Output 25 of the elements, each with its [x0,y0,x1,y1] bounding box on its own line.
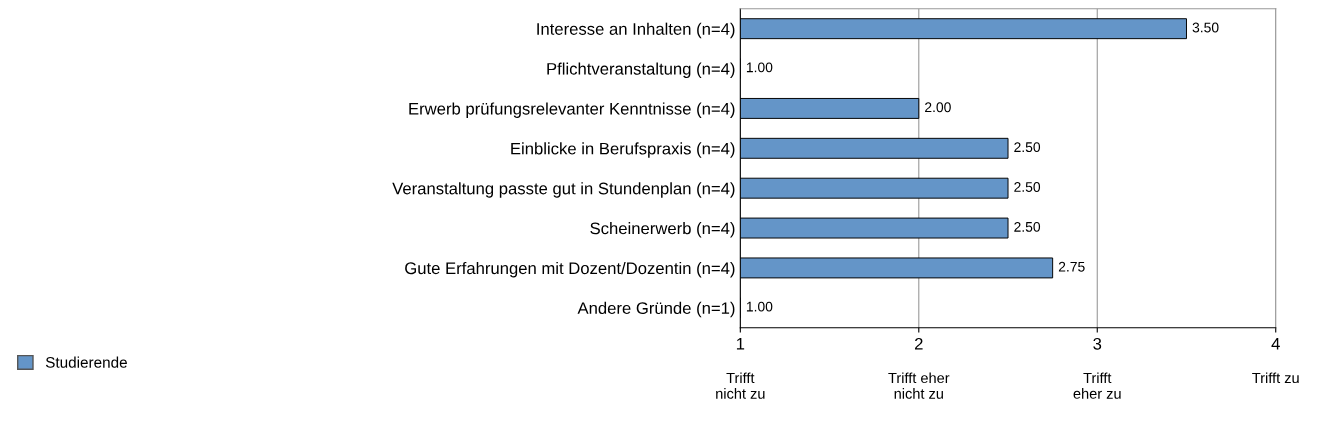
x-tick-label: 2 [914,337,923,350]
y-tick-label: Scheinerwerb (n=4) [590,222,735,238]
y-tick-label: Erwerb prüfungsrelevanter Kenntnisse (n=4) [409,102,735,118]
text: Trifft eher nicht zu [888,372,950,399]
x-tick-label: 3 [1093,337,1102,350]
y-tick-label: Andere Gründe (n=1) [577,301,735,318]
x-tick-label: 1 [736,338,745,350]
legend-label: Studierende [45,356,127,368]
data-label: 3.50 [1192,22,1219,33]
data-label: 2.50 [1014,221,1041,232]
data-label: 2.50 [1014,142,1041,153]
data-label: 1.00 [746,62,773,73]
y-tick-label: Veranstaltung passte gut in Stundenplan (n=4) [392,182,735,198]
text: Trifft nicht zu [716,372,765,399]
x-tick-label: 4 [1271,338,1280,350]
y-tick-label: Einblicke in Berufspraxis (n=4) [511,142,735,158]
text: Trifft zu [1252,372,1299,384]
text: Trifft eher zu [1073,372,1121,399]
y-tick-label: Pflichtveranstaltung (n=4) [547,62,735,79]
data-label: 2.00 [925,102,951,113]
data-label: 2.75 [1058,261,1085,272]
y-tick-label: Gute Erfahrungen mit Dozent/Dozentin (n=4) [405,261,735,278]
data-label: 2.50 [1014,182,1041,192]
y-tick-label: Interesse an Inhalten (n=4) [537,22,735,39]
data-label: 1.00 [746,301,773,312]
